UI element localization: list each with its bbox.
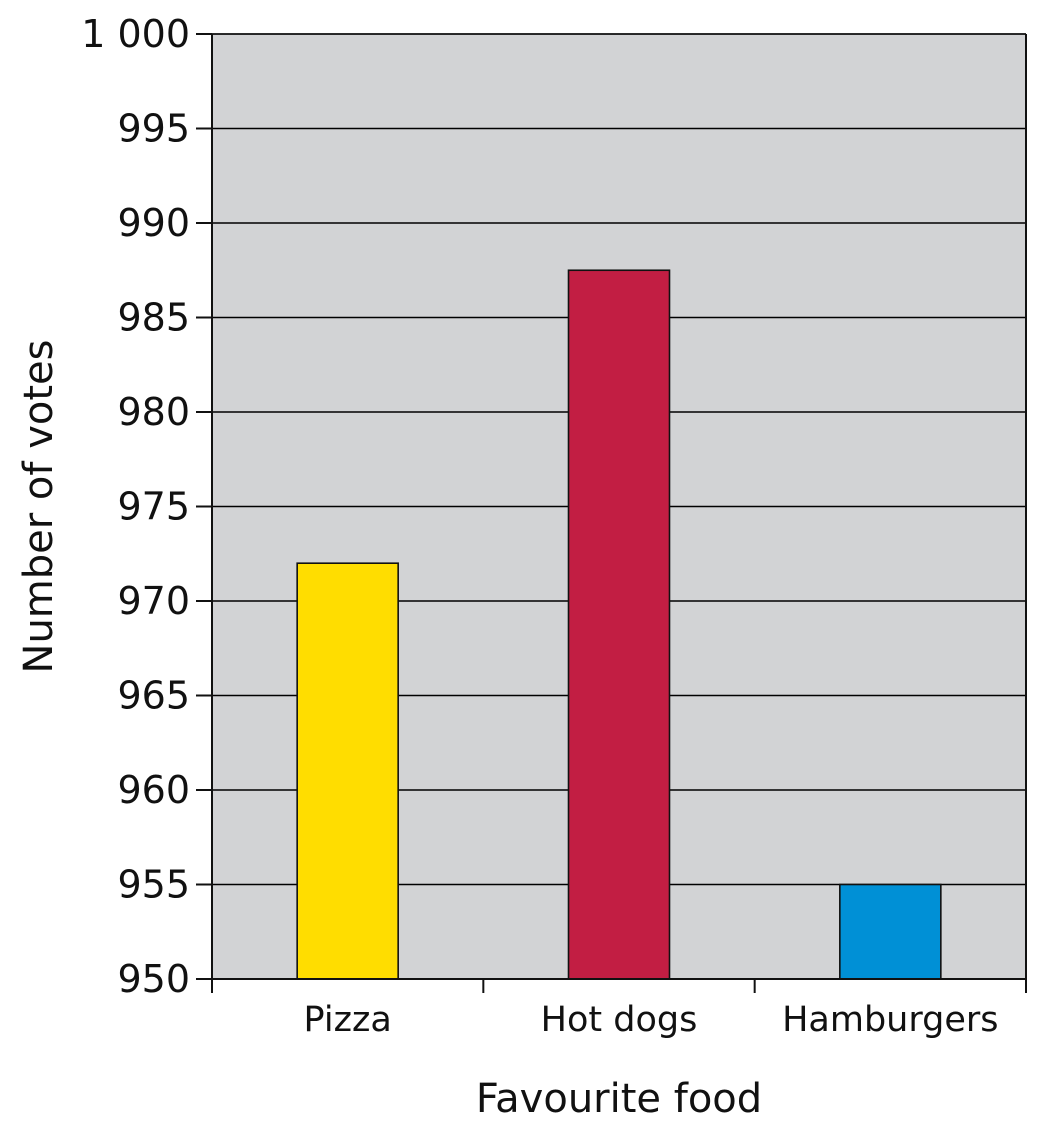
y-tick-label-960: 960 (117, 768, 190, 812)
y-tick-label-955: 955 (117, 863, 190, 907)
y-tick-label-985: 985 (117, 296, 190, 340)
y-tick-label-950: 950 (117, 957, 190, 1001)
x-axis-title: Favourite food (476, 1076, 762, 1122)
y-tick-label-965: 965 (117, 674, 190, 718)
bar-hamburgers (839, 883, 942, 980)
y-tick-label-990: 990 (117, 201, 190, 245)
axes (196, 33, 1027, 993)
x-tick-label-hot-dogs: Hot dogs (541, 1000, 698, 1040)
y-tick-label-980: 980 (117, 390, 190, 434)
bars (296, 269, 942, 980)
bar-pizza (296, 562, 399, 980)
y-tick-labels: 950 955 960 965 970 975 980 985 990 995 1 000 (81, 12, 190, 1001)
y-axis-title: Number of votes (16, 340, 62, 674)
x-tick-label-pizza: Pizza (304, 1000, 392, 1040)
x-tick-labels: Pizza Hot dogs Hamburgers (304, 1000, 999, 1040)
y-tick-label-995: 995 (117, 107, 190, 151)
x-tick-label-hamburgers: Hamburgers (782, 1000, 998, 1040)
y-tick-label-1000: 1 000 (81, 12, 190, 56)
y-tick-label-970: 970 (117, 579, 190, 623)
y-tick-label-975: 975 (117, 485, 190, 529)
bar-hot-dogs (567, 269, 671, 980)
